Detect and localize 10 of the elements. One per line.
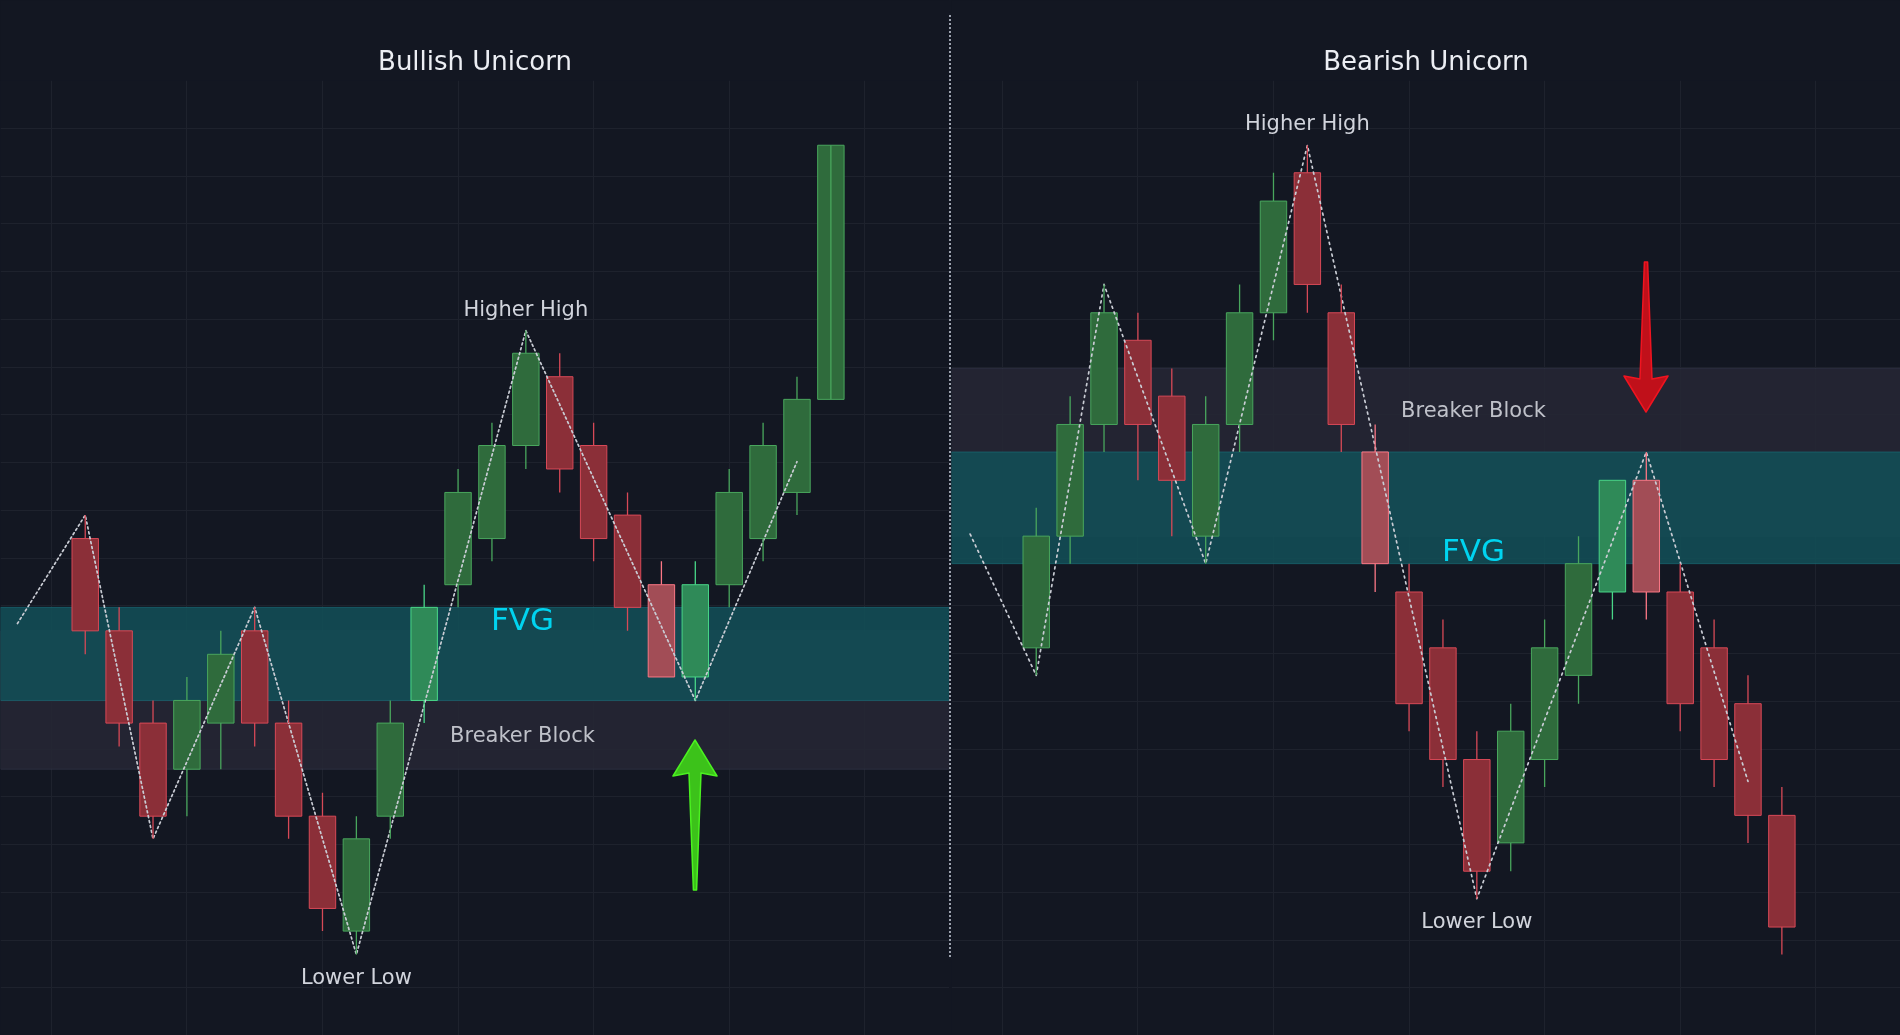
band-label: FVG — [490, 601, 554, 638]
annotation: Lower Low — [300, 964, 412, 989]
band-label: Breaker Block — [450, 722, 596, 747]
annotation: Higher High — [463, 296, 589, 321]
annotation: Lower Low — [1421, 908, 1533, 933]
band-label: FVG — [1441, 531, 1505, 568]
chart-title: Bullish Unicorn — [378, 45, 572, 76]
band-label: Breaker Block — [1401, 398, 1547, 423]
chart-title: Bearish Unicorn — [1323, 45, 1529, 76]
annotation: Higher High — [1245, 111, 1370, 136]
